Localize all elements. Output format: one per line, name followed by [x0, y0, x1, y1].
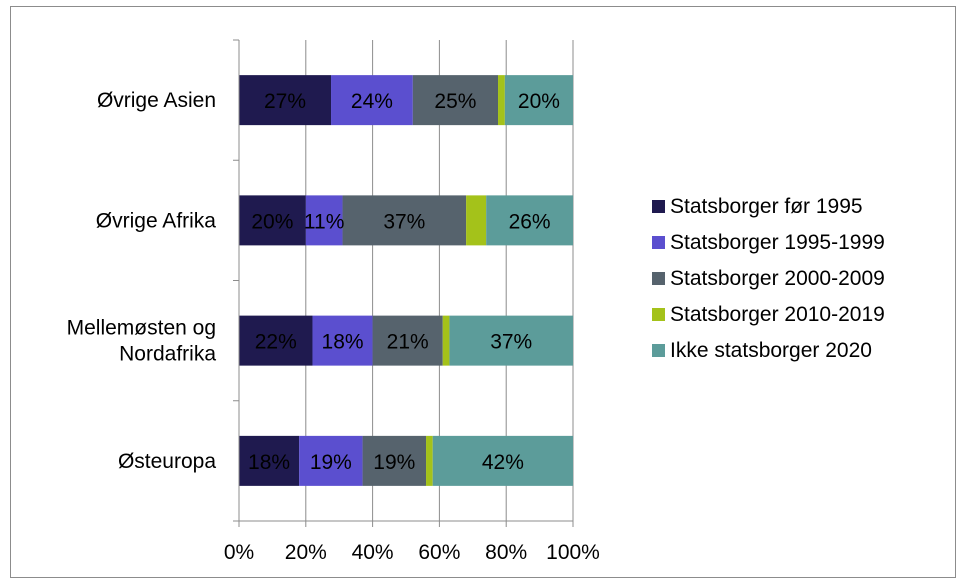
data-label: 11%	[304, 210, 344, 233]
legend-label: Statsborger før 1995	[670, 195, 863, 218]
bar-segment	[299, 435, 363, 486]
data-label: 24%	[351, 90, 393, 113]
bar-segment	[239, 195, 306, 246]
x-tick-label: 100%	[546, 541, 600, 564]
x-tick-label: 60%	[418, 541, 460, 564]
x-tick-label: 0%	[224, 541, 254, 564]
legend-swatch	[652, 272, 665, 285]
bar-segment	[486, 195, 573, 246]
data-label: 37%	[490, 331, 532, 354]
category-label: Øvrige Afrika	[96, 209, 217, 232]
category-label: Mellemøsten og	[67, 317, 216, 340]
bar-segment	[372, 315, 443, 366]
bar-segment	[239, 75, 332, 126]
x-tick-label: 40%	[352, 541, 394, 564]
legend: Statsborger før 1995 Statsborger 1995-199…	[652, 195, 885, 362]
bar-segment	[426, 435, 433, 486]
axes	[233, 39, 574, 527]
legend-label: Statsborger 1995-1999	[670, 231, 885, 254]
data-label: 20%	[518, 90, 560, 113]
bar-segment	[342, 195, 467, 246]
bar-segment	[466, 195, 487, 246]
x-tick-label: 20%	[285, 541, 327, 564]
bar-segment	[449, 315, 573, 366]
bars	[239, 75, 573, 486]
data-label: 18%	[248, 451, 290, 474]
bar-segment	[312, 315, 373, 366]
data-label: 25%	[434, 90, 476, 113]
legend-swatch	[652, 308, 665, 321]
category-label: Nordafrika	[119, 343, 216, 366]
category-label: Østeuropa	[118, 450, 216, 473]
legend-label: Statsborger 2000-2009	[670, 267, 885, 290]
data-label: 27%	[264, 90, 306, 113]
bar-segment	[442, 315, 450, 366]
data-label: 19%	[373, 451, 415, 474]
category-label: Øvrige Asien	[97, 89, 216, 112]
labels: 18% 19% 19% 42% 22% 18% 21% 37% 20% 11% 37% 26% 27% 2…	[67, 89, 600, 564]
legend-swatch	[652, 344, 665, 357]
data-label: 37%	[383, 210, 425, 233]
bar-segment	[239, 435, 300, 486]
bar-segment	[305, 195, 343, 246]
legend-swatch	[652, 200, 665, 213]
x-tick-label: 80%	[485, 541, 527, 564]
bar-segment	[331, 75, 413, 126]
data-label: 22%	[255, 331, 297, 354]
bar-segment	[504, 75, 573, 126]
legend-swatch	[652, 236, 665, 249]
legend-label: Statsborger 2010-2019	[670, 303, 885, 326]
bar-segment	[498, 75, 505, 126]
legend-label: Ikke statsborger 2020	[670, 339, 872, 362]
data-label: 20%	[251, 210, 293, 233]
bar-segment	[239, 315, 313, 366]
data-label: 26%	[509, 210, 551, 233]
bar-segment	[412, 75, 499, 126]
data-label: 21%	[387, 331, 429, 354]
data-label: 19%	[310, 451, 352, 474]
data-label: 42%	[482, 451, 524, 474]
bar-segment	[362, 435, 427, 486]
bar-segment	[432, 435, 573, 486]
data-label: 18%	[322, 331, 364, 354]
